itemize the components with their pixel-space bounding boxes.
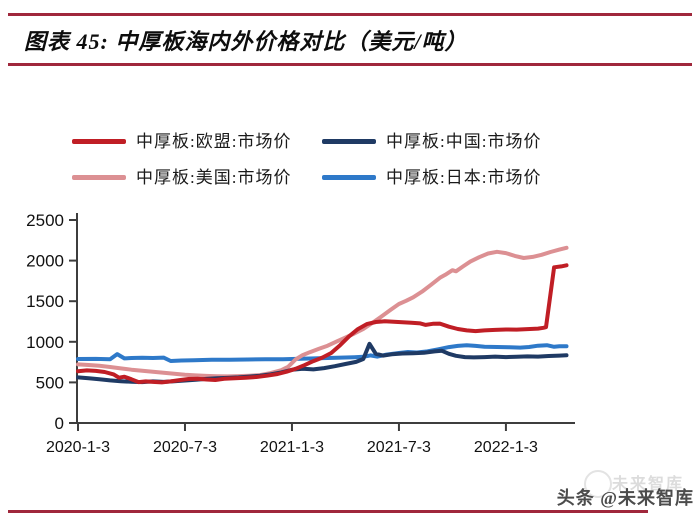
y-axis-label: 1500 [26,292,64,311]
series-line-eu [76,263,569,385]
y-axis-label: 1000 [26,333,64,352]
legend-swatch-cn [322,139,376,144]
y-axis-label: 2000 [26,252,64,271]
watermark-ghost-text: 未来智库 [611,476,684,493]
header-rule-top [8,13,692,16]
price-comparison-line-chart: 0 500 1000 1500 2000 2500 2020-1-3 2020-7-3 2021… [26,211,575,456]
series-line-jp [76,343,569,363]
legend-label-eu: 中厚板:欧盟:市场价 [136,132,292,151]
x-axis-label: 2022-1-3 [474,439,538,456]
header-rule-bottom [8,63,692,66]
legend-label-us: 中厚板:美国:市场价 [136,168,292,187]
x-axis-label: 2021-1-3 [260,439,324,456]
x-axis-label: 2020-7-3 [153,439,217,456]
legend-item-eu: 中厚板:欧盟:市场价 [72,133,291,150]
watermark-text: 头条 @未来智库 [556,488,694,508]
legend-swatch-us [72,175,126,180]
watermark-ring-icon [584,470,612,498]
y-axis-label: 500 [36,373,64,392]
legend-label-jp: 中厚板:日本:市场价 [386,168,542,187]
legend-item-jp: 中厚板:日本:市场价 [322,169,541,186]
footer-rule [8,510,648,513]
legend-swatch-jp [322,175,376,180]
legend-swatch-eu [72,139,126,144]
page-title: 图表 45: 中厚板海内外价格对比（美元/吨） [24,29,468,54]
y-axis-label: 0 [55,414,64,433]
y-axis-label: 2500 [26,211,64,230]
legend-item-us: 中厚板:美国:市场价 [72,169,291,186]
legend-item-cn: 中厚板:中国:市场价 [322,133,541,150]
legend-label-cn: 中厚板:中国:市场价 [386,132,542,151]
x-axis-label: 2020-1-3 [46,439,110,456]
x-axis-label: 2021-7-3 [367,439,431,456]
